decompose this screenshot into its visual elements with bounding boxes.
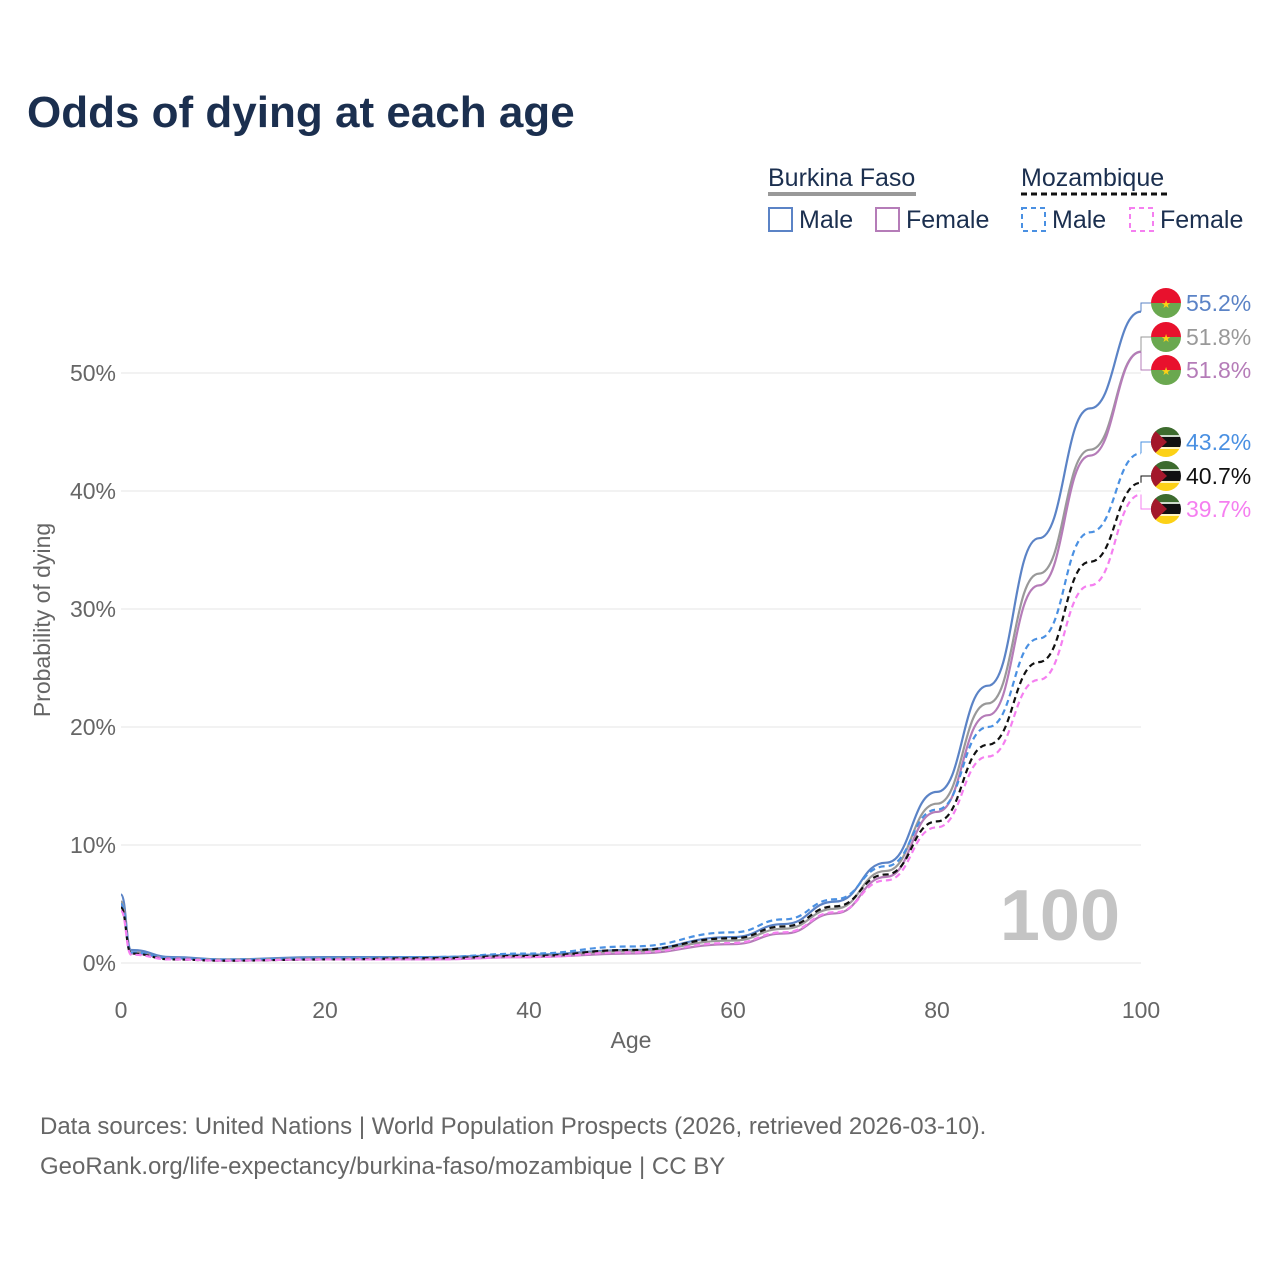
legend-bf-male-swatch	[768, 207, 793, 232]
x-tick-label: 40	[516, 997, 542, 1023]
x-tick-label: 80	[924, 997, 950, 1023]
series-line-bf-male	[119, 310, 1142, 961]
end-label-bf-male: 55.2%	[1186, 290, 1251, 316]
end-connector	[1140, 302, 1151, 312]
svg-text:★: ★	[1161, 366, 1171, 378]
burkina-faso-flag-icon: ★	[1151, 288, 1181, 318]
end-label-mz-male: 43.2%	[1186, 429, 1251, 455]
series-line-bf-total	[119, 350, 1142, 961]
mozambique-flag-icon	[1151, 461, 1181, 491]
y-tick-label: 20%	[70, 714, 116, 740]
burkina-faso-flag-icon: ★	[1151, 322, 1181, 352]
chart-svg: Burkina Faso Male Female Mozambique Male…	[29, 164, 1251, 1053]
y-tick-label: 30%	[70, 596, 116, 622]
legend-bf-female-swatch	[875, 207, 900, 232]
end-connector	[1140, 494, 1151, 510]
x-tick-label: 100	[1122, 997, 1160, 1023]
source-line-2: GeoRank.org/life-expectancy/burkina-faso…	[40, 1153, 726, 1180]
legend-mz-female-swatch	[1129, 207, 1154, 232]
x-axis-ticks: 0 20 40 60 80 100	[115, 997, 1161, 1023]
y-tick-label: 40%	[70, 478, 116, 504]
y-tick-label: 50%	[70, 360, 116, 386]
end-markers	[1140, 302, 1151, 510]
series-line-bf-female	[119, 350, 1142, 962]
series-lines	[119, 310, 1142, 962]
legend-bf-male-label: Male	[799, 206, 853, 234]
legend-mz-male-label: Male	[1052, 206, 1106, 234]
end-label-mz-female: 39.7%	[1186, 496, 1251, 522]
burkina-faso-flag-icon: ★	[1151, 355, 1181, 385]
end-label-bf-total: 51.8%	[1186, 324, 1251, 350]
x-tick-label: 20	[312, 997, 338, 1023]
mozambique-flag-icon	[1151, 494, 1181, 524]
y-axis-ticks: 0% 10% 20% 30% 40% 50%	[70, 360, 116, 976]
legend-mz-female-label: Female	[1160, 206, 1243, 234]
y-tick-label: 0%	[83, 950, 116, 976]
source-note: Data sources: United Nations | World Pop…	[40, 1107, 986, 1187]
legend-country-mozambique: Mozambique	[1021, 164, 1164, 192]
x-axis-label: Age	[611, 1027, 652, 1053]
legend-mz-male-swatch	[1021, 207, 1046, 232]
y-tick-label: 10%	[70, 832, 116, 858]
end-connector	[1140, 441, 1151, 454]
gridlines	[121, 372, 1141, 964]
end-connector	[1140, 351, 1151, 371]
end-label-mz-total: 40.7%	[1186, 463, 1251, 489]
y-axis-label: Probability of dying	[29, 523, 55, 717]
end-connector	[1140, 336, 1151, 352]
mozambique-flag-icon	[1151, 427, 1181, 457]
legend-bf-female-label: Female	[906, 206, 989, 234]
legend-country-burkina-faso: Burkina Faso	[768, 164, 915, 192]
series-line-mz-total	[119, 481, 1142, 962]
series-line-mz-male	[119, 452, 1142, 961]
end-connector	[1140, 475, 1151, 483]
series-line-mz-female	[119, 493, 1142, 962]
x-tick-label: 60	[720, 997, 746, 1023]
legend: Burkina Faso Male Female Mozambique Male…	[768, 164, 1243, 234]
svg-text:★: ★	[1161, 333, 1171, 345]
svg-text:★: ★	[1161, 299, 1171, 311]
end-label-bf-female: 51.8%	[1186, 357, 1251, 383]
source-line-1: Data sources: United Nations | World Pop…	[40, 1113, 987, 1140]
chart-title: Odds of dying at each age	[27, 88, 575, 137]
age-watermark: 100	[1000, 876, 1120, 956]
x-tick-label: 0	[115, 997, 128, 1023]
